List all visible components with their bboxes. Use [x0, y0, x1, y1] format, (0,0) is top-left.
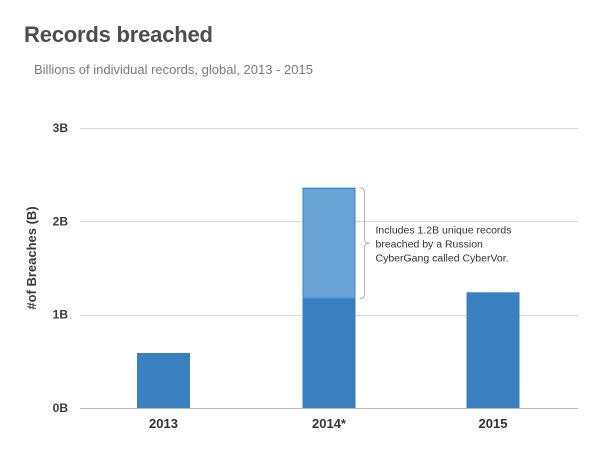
annotation-line-0: Includes 1.2B unique records — [376, 224, 512, 236]
bar-2014-segment-0 — [302, 298, 356, 408]
y-axis-label: #of Breaches (B) — [24, 206, 39, 309]
y-tick-labels: 0B 1B 2B 3B — [53, 121, 69, 415]
annotation-line-2: CyberGang called CyberVor. — [376, 252, 509, 264]
y-tick-label-2: 2B — [53, 214, 69, 228]
annotation-bracket — [359, 187, 370, 300]
y-tick-label-1: 1B — [53, 308, 69, 322]
x-category-label-0: 2013 — [149, 416, 178, 431]
bar-2015-segment-0 — [466, 292, 520, 408]
chart-subtitle: Billions of individual records, global, … — [34, 62, 313, 77]
chart-title: Records breached — [24, 22, 213, 47]
bars — [137, 187, 520, 408]
x-category-label-1: 2014* — [312, 416, 347, 431]
x-category-labels: 2013 2014* 2015 — [149, 416, 507, 431]
y-tick-label-0: 0B — [53, 401, 69, 415]
annotation-line-1: breached by a Russion — [376, 238, 484, 250]
bar-2013-segment-0 — [137, 352, 190, 408]
annotation: Includes 1.2B unique records breached by … — [359, 187, 512, 300]
y-tick-label-3: 3B — [53, 121, 69, 135]
bar-2014-segment-outline — [302, 187, 356, 299]
x-category-label-2: 2015 — [479, 416, 508, 431]
bar-2014-segment-1 — [302, 187, 356, 299]
